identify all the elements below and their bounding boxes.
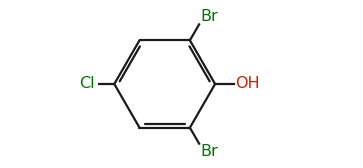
Text: Cl: Cl bbox=[79, 76, 95, 92]
Text: Br: Br bbox=[200, 9, 218, 24]
Text: OH: OH bbox=[235, 76, 260, 92]
Text: Br: Br bbox=[200, 144, 218, 159]
